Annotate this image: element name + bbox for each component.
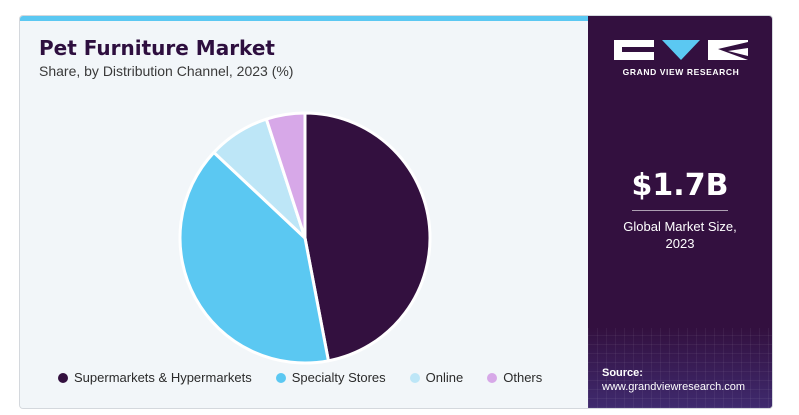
market-size-label-line1: Global Market Size, bbox=[623, 219, 737, 234]
legend-swatch bbox=[409, 372, 420, 383]
pie-slice-supermarkets-hypermarkets bbox=[303, 111, 432, 363]
pie-chart bbox=[178, 111, 432, 365]
chart-title: Pet Furniture Market bbox=[39, 36, 275, 60]
source-note: Source: www.grandviewresearch.com bbox=[602, 366, 745, 394]
legend-label: Specialty Stores bbox=[291, 370, 386, 385]
legend-item: Supermarkets & Hypermarkets bbox=[58, 370, 252, 385]
legend-item: Others bbox=[487, 370, 542, 385]
legend-label: Supermarkets & Hypermarkets bbox=[74, 370, 252, 385]
divider bbox=[632, 210, 728, 211]
source-label: Source: bbox=[602, 367, 643, 379]
chart-subtitle: Share, by Distribution Channel, 2023 (%) bbox=[39, 63, 294, 79]
legend-swatch bbox=[58, 372, 68, 383]
decorative-pattern bbox=[588, 328, 772, 408]
infographic-card: Pet Furniture Market Share, by Distribut… bbox=[19, 15, 773, 409]
pie-slice-others bbox=[264, 111, 307, 240]
chart-legend: Supermarkets & Hypermarkets Specialty St… bbox=[58, 370, 542, 385]
legend-item: Online bbox=[409, 370, 464, 385]
market-size-label: Global Market Size, 2023 bbox=[588, 218, 772, 252]
legend-label: Others bbox=[503, 370, 543, 385]
legend-swatch bbox=[487, 372, 498, 383]
chart-panel: Pet Furniture Market Share, by Distribut… bbox=[20, 16, 588, 408]
brand-name: GRAND VIEW RESEARCH bbox=[622, 67, 740, 77]
market-size-label-line2: 2023 bbox=[665, 236, 695, 251]
legend-swatch bbox=[275, 372, 286, 383]
logo-mark-icon bbox=[614, 40, 748, 60]
legend-label: Online bbox=[425, 370, 464, 385]
source-url: www.grandviewresearch.com bbox=[602, 381, 746, 393]
accent-bar bbox=[20, 16, 588, 21]
pie-slice-specialty-stores bbox=[178, 150, 330, 365]
grand-view-research-logo: GRAND VIEW RESEARCH bbox=[614, 38, 748, 77]
market-size-value: $1.7B bbox=[631, 168, 729, 203]
legend-item: Specialty Stores bbox=[275, 370, 386, 385]
brand-panel: GRAND VIEW RESEARCH $1.7B Global Market … bbox=[588, 16, 772, 408]
